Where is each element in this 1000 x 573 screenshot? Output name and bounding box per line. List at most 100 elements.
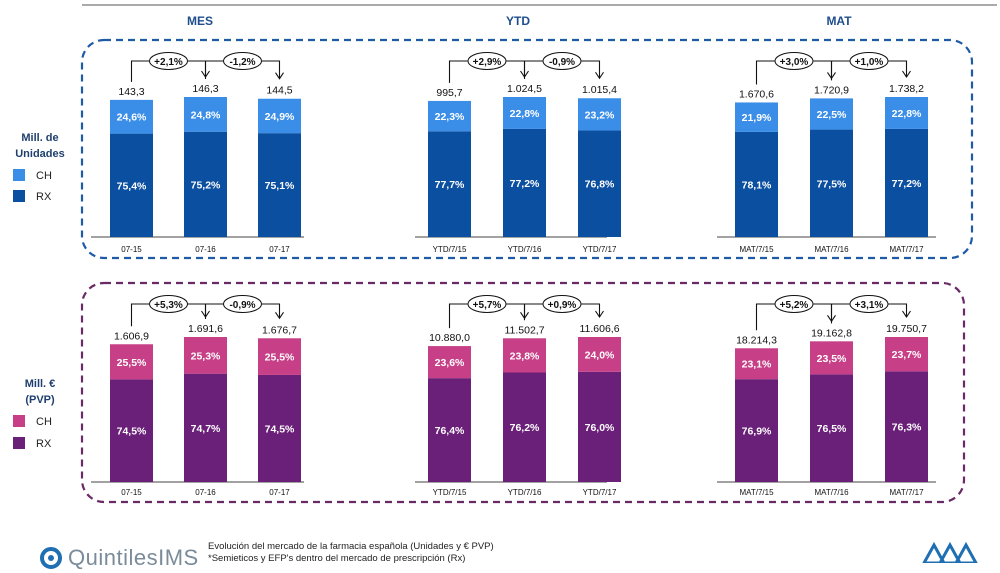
bar-rx-value-mes-0 <box>110 379 153 482</box>
bar-rx-value-ytd-2 <box>578 371 621 482</box>
column-header-ytd: YTD <box>506 14 530 28</box>
label-ch-value-mes-0: 25,5% <box>117 357 147 369</box>
value-legend-swatch-ch <box>13 415 25 427</box>
footer-note-line2: *Semieticos y EFP's dentro del mercado d… <box>208 552 466 564</box>
growth-arrowhead-units-mes-1 <box>275 72 284 80</box>
label-rx-value-mes-0: 74,5% <box>117 426 147 438</box>
growth-badge-value-ytd-1 <box>542 295 582 313</box>
bar-ch-units-mes-2 <box>258 98 301 134</box>
growth-label-units-mat-1: +1,0% <box>855 57 884 68</box>
growth-arrowhead-units-ytd-1 <box>595 71 604 80</box>
label-rx-value-mes-2: 74,5% <box>265 423 295 435</box>
label-ch-units-mat-0: 21,9% <box>742 112 772 124</box>
value-panel-title-line1: Mill. € <box>25 378 56 390</box>
label-ch-value-mat-0: 23,1% <box>742 359 772 371</box>
label-rx-units-ytd-1: 77,2% <box>510 178 540 190</box>
bar-rx-value-mat-2 <box>885 371 928 482</box>
quintilesims-logo-text: QuintilesIMS <box>68 545 199 570</box>
growth-label-value-mat-1: +3,1% <box>855 300 884 311</box>
growth-arrowhead-value-mes-1 <box>275 311 284 320</box>
total-label-units-mes-0: 143,3 <box>118 86 144 98</box>
bar-ch-value-ytd-2 <box>578 337 621 372</box>
units-legend-swatch-ch <box>13 169 25 181</box>
label-rx-units-mes-2: 75,1% <box>265 180 295 192</box>
growth-label-units-mat-0: +3,0% <box>780 57 809 68</box>
footer-note-line1: Evolución del mercado de la farmacia esp… <box>208 541 494 552</box>
total-label-value-mat-2: 19.750,7 <box>886 323 927 335</box>
category-label-units-mes-1: 07-16 <box>195 245 216 254</box>
bar-rx-units-mes-2 <box>258 133 301 237</box>
growth-badge-value-mes-0 <box>149 295 188 313</box>
category-label-value-mat-2: MAT/7/17 <box>889 488 924 497</box>
bar-rx-value-ytd-0 <box>428 378 471 482</box>
category-label-units-mat-1: MAT/7/16 <box>814 245 849 254</box>
growth-label-value-mat-0: +5,2% <box>780 300 809 311</box>
bar-ch-units-mes-1 <box>184 97 227 132</box>
bar-rx-units-mat-2 <box>885 128 928 237</box>
bar-rx-units-ytd-0 <box>428 131 471 237</box>
growth-label-units-ytd-1: -0,9% <box>549 57 575 68</box>
bar-ch-value-mat-2 <box>885 337 928 372</box>
label-rx-value-mat-2: 76,3% <box>892 422 922 434</box>
total-label-units-ytd-1: 1.024,5 <box>507 83 542 95</box>
total-label-units-ytd-0: 995,7 <box>436 87 462 99</box>
units-panel-frame <box>80 38 974 260</box>
total-label-value-mes-1: 1.691,6 <box>188 323 223 335</box>
total-label-units-mes-1: 146,3 <box>192 83 218 95</box>
label-rx-value-ytd-0: 76,4% <box>435 425 465 437</box>
bar-rx-units-ytd-1 <box>503 128 546 237</box>
footer-note: Evolución del mercado de la farmacia esp… <box>208 541 494 564</box>
growth-label-value-mes-0: +5,3% <box>154 300 183 311</box>
growth-label-units-mes-1: -1,2% <box>229 57 255 68</box>
label-ch-value-mat-2: 23,7% <box>892 349 922 361</box>
growth-arrowhead-value-ytd-1 <box>595 310 604 318</box>
value-legend-swatch-rx <box>13 437 25 449</box>
label-ch-units-mat-1: 22,5% <box>817 109 847 121</box>
growth-label-value-ytd-1: +0,9% <box>548 300 577 311</box>
label-rx-value-mat-1: 76,5% <box>817 423 847 435</box>
growth-label-units-ytd-0: +2,9% <box>473 57 502 68</box>
bar-rx-value-mat-0 <box>735 379 778 482</box>
quintilesims-logo: QuintilesIMS <box>40 543 199 573</box>
bar-ch-value-mes-1 <box>184 337 227 374</box>
total-label-value-ytd-1: 11.502,7 <box>504 324 544 336</box>
label-rx-value-mat-0: 76,9% <box>742 426 772 438</box>
label-ch-value-ytd-2: 24,0% <box>585 349 615 361</box>
label-rx-value-ytd-1: 76,2% <box>510 422 540 434</box>
category-label-value-mes-0: 07-15 <box>121 488 142 497</box>
bar-ch-value-ytd-1 <box>503 338 546 373</box>
bar-ch-units-mat-0 <box>735 102 778 132</box>
growth-label-value-mes-1: -0,9% <box>229 300 255 311</box>
bar-ch-value-ytd-0 <box>428 346 471 379</box>
growth-arrowhead-value-mat-1 <box>902 310 911 318</box>
bar-rx-value-ytd-1 <box>503 372 546 482</box>
category-label-units-ytd-1: YTD/7/16 <box>508 245 542 254</box>
bar-ch-value-mat-1 <box>810 341 853 375</box>
column-header-mes: MES <box>187 14 213 28</box>
category-label-value-mes-1: 07-16 <box>195 488 216 497</box>
bar-ch-value-mes-0 <box>110 344 153 380</box>
growth-badge-value-mat-0 <box>774 295 814 313</box>
bar-ch-value-mes-2 <box>258 338 301 375</box>
bar-rx-units-mat-0 <box>735 131 778 237</box>
label-ch-units-ytd-0: 22,3% <box>435 111 465 123</box>
value-legend-label-ch: CH <box>36 416 52 428</box>
label-ch-value-mat-1: 23,5% <box>817 353 847 365</box>
association-logo-icon <box>922 541 978 563</box>
total-label-units-ytd-2: 1.015,4 <box>582 84 617 96</box>
bar-ch-units-ytd-1 <box>503 97 546 129</box>
growth-badge-value-mes-1 <box>223 295 262 313</box>
column-header-mat: MAT <box>826 14 852 28</box>
growth-badge-units-ytd-0 <box>467 52 507 70</box>
category-label-value-mes-2: 07-17 <box>269 488 290 497</box>
bar-ch-units-ytd-0 <box>428 100 471 132</box>
total-label-units-mat-1: 1.720,9 <box>814 84 849 96</box>
total-label-value-mat-0: 18.214,3 <box>736 334 777 346</box>
units-legend-label-ch: CH <box>36 170 52 182</box>
bar-rx-value-mat-1 <box>810 374 853 482</box>
bar-rx-value-mes-1 <box>184 373 227 482</box>
label-ch-units-mat-2: 22,8% <box>892 108 922 120</box>
category-label-value-mat-0: MAT/7/15 <box>739 488 774 497</box>
value-panel-title-line2: (PVP) <box>25 394 55 406</box>
